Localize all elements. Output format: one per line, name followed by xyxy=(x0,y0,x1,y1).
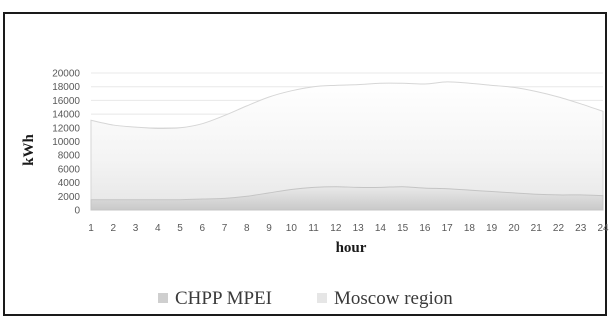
legend: CHPP MPEI Moscow region xyxy=(158,288,453,309)
x-tick-label: 19 xyxy=(486,223,498,234)
x-tick-label: 15 xyxy=(397,223,409,234)
x-tick-label: 6 xyxy=(200,223,206,234)
y-tick-label: 20000 xyxy=(52,69,80,80)
y-axis-title: kWh xyxy=(21,134,37,166)
y-tick-label: 8000 xyxy=(58,151,81,162)
x-tick-label: 13 xyxy=(353,223,365,234)
x-tick-label: 11 xyxy=(308,223,319,234)
y-tick-label: 2000 xyxy=(58,192,81,203)
x-tick-label: 3 xyxy=(133,223,139,234)
x-tick-label: 1 xyxy=(88,223,94,234)
y-axis-ticks: 0 2000 4000 6000 8000 10000 12000 14000 16000 180… xyxy=(52,69,80,217)
x-tick-label: 18 xyxy=(464,223,476,234)
x-tick-label: 10 xyxy=(286,223,298,234)
x-tick-label: 2 xyxy=(110,223,116,234)
y-tick-label: 16000 xyxy=(52,96,80,107)
y-tick-label: 12000 xyxy=(52,123,80,134)
area-chpp-mpei xyxy=(90,186,604,211)
x-tick-label: 24 xyxy=(597,223,609,234)
y-tick-label: 4000 xyxy=(58,178,81,189)
y-tick-label: 0 xyxy=(74,206,80,217)
x-tick-label: 14 xyxy=(375,223,387,234)
x-tick-label: 5 xyxy=(177,223,183,234)
area-moscow-region xyxy=(90,81,604,211)
legend-label-chpp-mpei: CHPP MPEI xyxy=(175,288,272,309)
x-tick-label: 9 xyxy=(266,223,272,234)
y-tick-label: 18000 xyxy=(52,82,80,93)
x-tick-label: 4 xyxy=(155,223,161,234)
x-tick-label: 8 xyxy=(244,223,250,234)
x-tick-label: 21 xyxy=(531,223,543,234)
legend-swatch-moscow-region xyxy=(317,293,327,303)
x-axis-title: hour xyxy=(336,240,367,256)
x-tick-label: 16 xyxy=(419,223,431,234)
x-tick-label: 12 xyxy=(330,223,342,234)
x-tick-label: 17 xyxy=(442,223,454,234)
x-tick-label: 20 xyxy=(508,223,520,234)
y-tick-label: 14000 xyxy=(52,110,80,121)
x-tick-label: 22 xyxy=(553,223,565,234)
x-tick-label: 7 xyxy=(222,223,228,234)
legend-swatch-chpp-mpei xyxy=(158,293,168,303)
y-tick-label: 6000 xyxy=(58,164,81,175)
y-tick-label: 10000 xyxy=(52,137,80,148)
x-axis-ticks: 1 2 3 4 5 6 7 8 9 10 11 12 13 14 15 16 17 18 19 20 21 22 23 24 xyxy=(88,223,609,234)
area-series xyxy=(90,81,604,211)
x-tick-label: 23 xyxy=(575,223,587,234)
legend-label-moscow-region: Moscow region xyxy=(334,288,453,309)
